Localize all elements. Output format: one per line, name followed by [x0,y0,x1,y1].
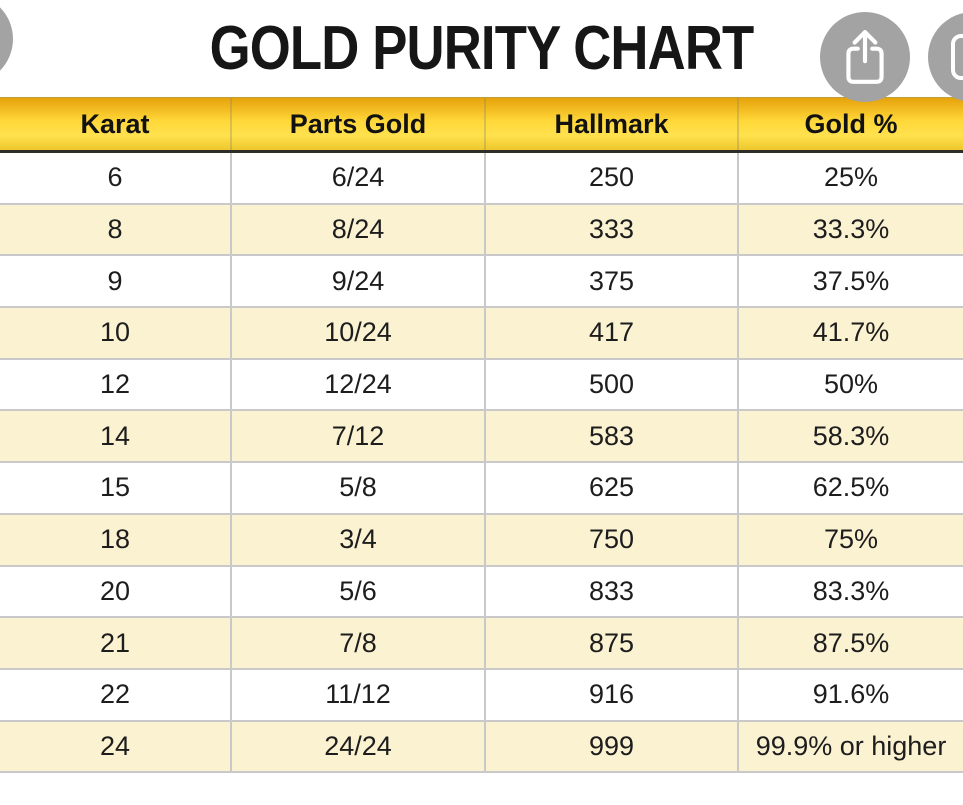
table-cell: 3/4 [230,514,484,565]
table-cell: 10 [99,317,131,348]
table-cell: 41.7% [737,308,963,358]
table-row: 9 9/24 375 37.5% [0,256,963,309]
table-body: 6 6/24 250 25% 8 8/24 333 33.3% 9 9/24 375 37.5% 10 1… [0,153,963,774]
table-cell: 250 [484,153,737,203]
table-cell: 625 [484,463,737,513]
column-header: Gold % [737,98,963,150]
table-cell: 10/24 [230,308,484,358]
table-cell: 375 [484,256,737,307]
page-title: GOLD PURITY CHART [209,14,755,83]
table-cell: 7/12 [230,411,484,462]
table-cell: 12/24 [230,359,484,410]
table-cell: 83.3% [737,566,963,617]
table-row: 14 7/12 583 58.3% [0,411,963,464]
table-cell: 99.9% or higher [737,721,963,772]
table-cell: 37.5% [737,256,963,307]
table-cell: 24/24 [230,721,484,772]
table-cell: 8 [107,214,123,245]
table-cell: 24 [99,730,131,761]
table-cell: 50% [737,359,963,410]
share-button[interactable] [820,12,910,102]
title-bar: GOLD PURITY CHART [0,0,963,97]
table-cell: 7/8 [230,618,484,668]
table-cell: 916 [484,669,737,720]
column-header: Hallmark [484,98,737,150]
table-row: 10 10/24 417 41.7% [0,308,963,360]
table-cell: 875 [484,618,737,668]
table-row: 12 12/24 500 50% [0,359,963,412]
table-cell: 75% [737,514,963,565]
table-row: 22 11/12 916 91.6% [0,669,963,722]
table-cell: 500 [484,359,737,410]
table-cell: 91.6% [737,669,963,720]
table-row: 24 24/24 999 99.9% or higher [0,721,963,774]
table-cell: 5/8 [230,463,484,513]
column-header: Parts Gold [230,98,484,150]
table-cell: 20 [99,575,131,606]
table-row: 21 7/8 875 87.5% [0,618,963,670]
table-cell: 6 [107,162,123,193]
table-cell: 9 [107,265,123,296]
table-cell: 9/24 [230,256,484,307]
table-cell: 750 [484,514,737,565]
more-actions-icon [950,33,963,81]
table-cell: 11/12 [230,669,484,720]
table-row: 20 5/6 833 83.3% [0,566,963,619]
table-header-row: Karat Parts Gold Hallmark Gold % [0,97,963,153]
table-cell: 18 [99,524,131,555]
table-cell: 583 [484,411,737,462]
table-cell: 87.5% [737,618,963,668]
table-row: 8 8/24 333 33.3% [0,204,963,257]
table-cell: 12 [99,369,131,400]
table-cell: 6/24 [230,153,484,203]
gold-purity-table: Karat Parts Gold Hallmark Gold % 6 6/24 250 25… [0,97,963,774]
table-row: 18 3/4 750 75% [0,514,963,567]
table-row: 15 5/8 625 62.5% [0,463,963,515]
table-cell: 833 [484,566,737,617]
table-cell: 5/6 [230,566,484,617]
table-cell: 21 [99,627,131,658]
table-cell: 14 [99,420,131,451]
table-cell: 25% [737,153,963,203]
table-cell: 999 [484,721,737,772]
share-icon [842,28,888,86]
column-header: Karat [80,108,150,139]
table-cell: 333 [484,204,737,255]
table-cell: 22 [99,679,131,710]
table-cell: 417 [484,308,737,358]
table-cell: 8/24 [230,204,484,255]
table-cell: 15 [99,472,131,503]
table-cell: 58.3% [737,411,963,462]
table-row: 6 6/24 250 25% [0,153,963,205]
table-cell: 33.3% [737,204,963,255]
table-cell: 62.5% [737,463,963,513]
